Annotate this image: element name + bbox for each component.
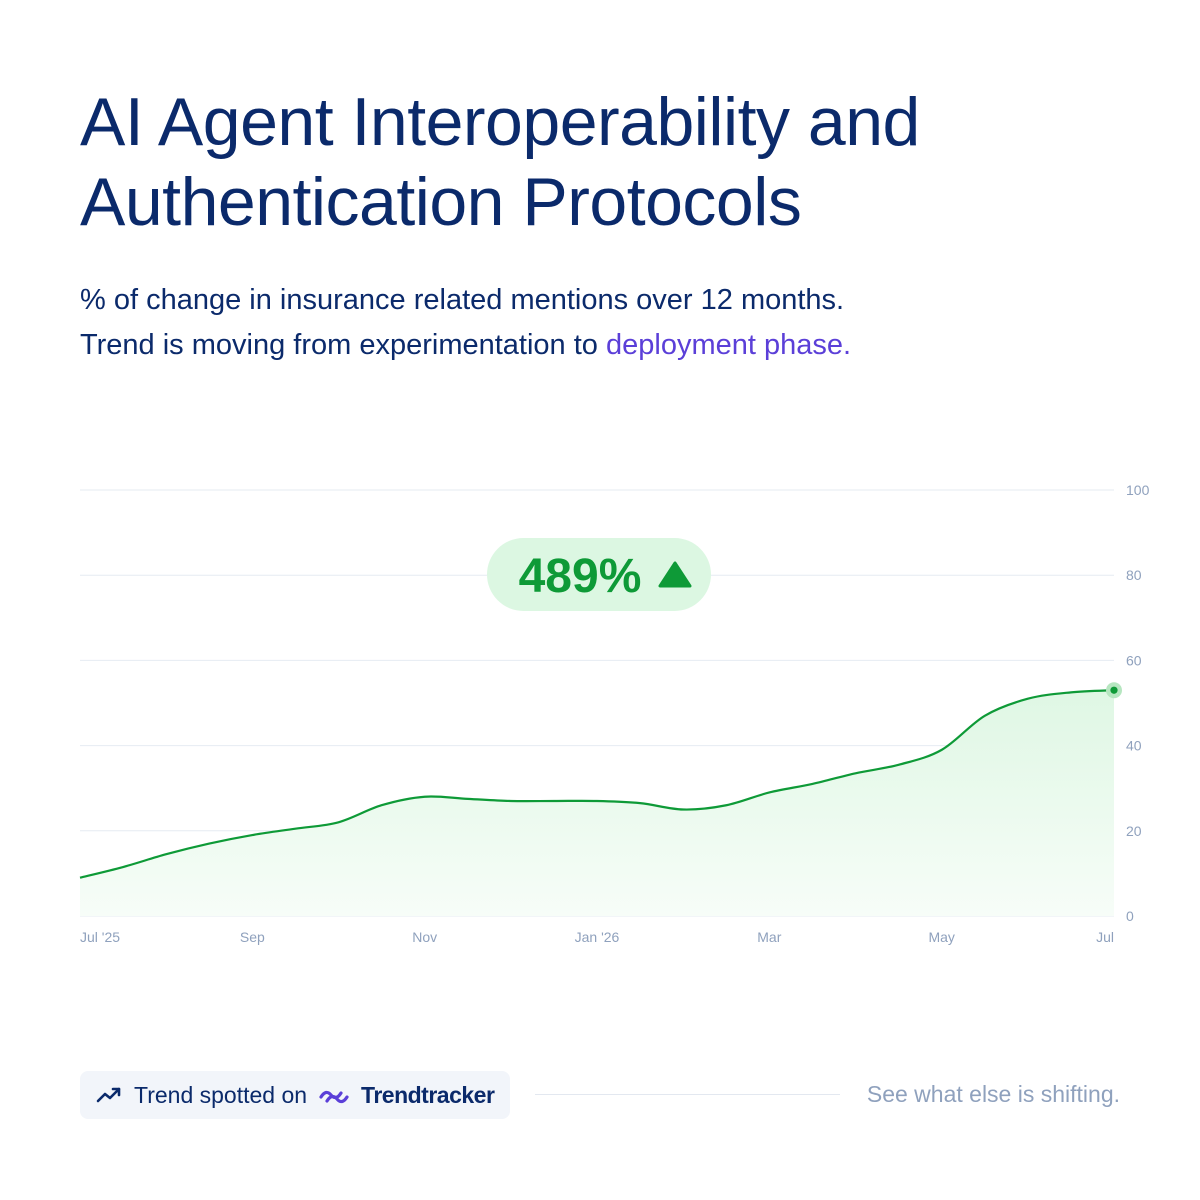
trendtracker-logo-icon [319,1090,349,1104]
x-tick-label: Jan '26 [575,929,620,945]
endpoint-marker [1110,686,1118,694]
badge-value: 489% [519,550,642,603]
y-tick-label: 40 [1126,738,1142,754]
trend-line [79,689,1115,879]
page-title: AI Agent Interoperability and Authentica… [80,84,920,240]
see-more-link[interactable]: See what else is shifting. [866,1081,1120,1107]
subtitle-line-2: Trend is moving from experimentation to [80,329,606,361]
x-tick-label: Sep [240,929,265,945]
y-tick-label: 0 [1126,908,1134,924]
badge-background [487,538,711,611]
triangle-up-icon [658,561,692,588]
subtitle-accent: deployment phase. [605,329,852,361]
y-tick-label: 60 [1126,652,1142,668]
subtitle-line-1: % of change in insurance related mention… [80,284,845,316]
trendtracker-brand: Trendtracker [361,1081,495,1108]
change-badge: 489% [487,538,711,611]
area-fill [80,690,1114,916]
x-tick-label: Mar [757,929,781,945]
trending-up-icon [96,1087,121,1103]
trend-chart: 489% 0 20 40 60 80 100 Jul '25 Sep Nov Jan '26 Mar… [79,482,1150,945]
trend-source-badge[interactable]: Trend spotted on Trendtracker [80,1071,511,1119]
y-tick-label: 100 [1126,482,1150,498]
y-tick-label: 80 [1126,567,1142,583]
x-tick-label: Nov [412,929,437,945]
footer-divider [535,1094,840,1095]
y-tick-label: 20 [1126,823,1142,839]
x-tick-label: May [928,929,954,945]
x-tick-label: Jul [1096,929,1114,945]
trend-spotted-label: Trend spotted on [134,1081,308,1108]
page-subtitle: % of change in insurance related mention… [80,278,1140,368]
x-tick-label: Jul '25 [80,929,120,945]
